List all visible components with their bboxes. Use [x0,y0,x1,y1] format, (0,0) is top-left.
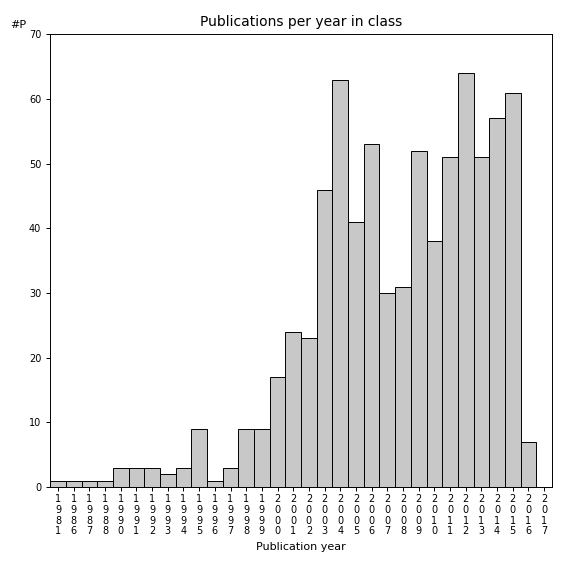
Bar [176,468,191,487]
Bar [411,151,426,487]
Text: #P: #P [10,20,26,30]
Bar [254,429,270,487]
Bar [521,442,536,487]
Bar [270,377,285,487]
Bar [66,481,82,487]
Bar [317,189,332,487]
Bar [285,332,301,487]
Bar [82,481,97,487]
Bar [144,468,160,487]
Bar [129,468,144,487]
Bar [505,92,521,487]
Bar [113,468,129,487]
Bar [223,468,238,487]
Title: Publications per year in class: Publications per year in class [200,15,402,29]
Bar [238,429,254,487]
Bar [332,79,348,487]
Bar [348,222,364,487]
Bar [97,481,113,487]
Bar [473,157,489,487]
Bar [489,119,505,487]
Bar [442,157,458,487]
Bar [379,293,395,487]
Bar [364,144,379,487]
Bar [191,429,207,487]
Bar [395,286,411,487]
Bar [301,338,317,487]
Bar [426,242,442,487]
Bar [458,73,473,487]
Bar [207,481,223,487]
X-axis label: Publication year: Publication year [256,542,346,552]
Bar [160,474,176,487]
Bar [50,481,66,487]
